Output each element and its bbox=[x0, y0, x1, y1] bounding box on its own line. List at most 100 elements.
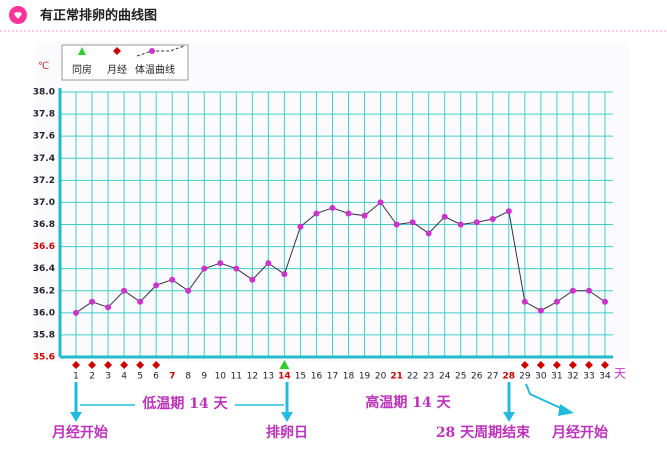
menses-marker bbox=[136, 361, 145, 369]
temperature-point bbox=[281, 271, 288, 278]
x-tick-label: 18 bbox=[343, 372, 355, 382]
temperature-point bbox=[553, 298, 560, 305]
temperature-point bbox=[105, 304, 112, 311]
x-tick-label: 5 bbox=[137, 372, 143, 382]
x-tick-label: 33 bbox=[583, 372, 594, 382]
x-tick-label: 6 bbox=[153, 372, 159, 382]
menses-marker bbox=[552, 361, 561, 369]
menses-marker bbox=[584, 361, 593, 369]
y-unit: ℃ bbox=[38, 61, 49, 72]
temperature-point bbox=[217, 260, 224, 267]
x-tick-label: 27 bbox=[487, 372, 498, 382]
temperature-point bbox=[425, 230, 432, 237]
temperature-point bbox=[233, 265, 240, 272]
temperature-point bbox=[377, 199, 384, 206]
annotation: 排卵日 bbox=[266, 424, 308, 441]
header-icon-heart bbox=[14, 11, 22, 19]
arrow-head bbox=[70, 412, 82, 422]
temperature-point bbox=[345, 210, 352, 217]
x-tick-label: 14 bbox=[278, 372, 291, 382]
x-unit: 天 bbox=[614, 367, 626, 381]
y-tick-label: 36.8 bbox=[33, 220, 55, 230]
x-tick-label: 17 bbox=[327, 372, 338, 382]
y-tick-label: 37.2 bbox=[33, 176, 55, 186]
arrow-head bbox=[281, 412, 293, 422]
header-bar bbox=[0, 0, 667, 30]
temperature-point bbox=[585, 287, 592, 294]
temperature-point bbox=[537, 307, 544, 314]
y-tick-label: 36.4 bbox=[33, 264, 55, 274]
menses-marker bbox=[600, 361, 609, 369]
annotation: 月经开始 bbox=[551, 424, 608, 441]
temperature-point bbox=[329, 204, 336, 211]
x-tick-label: 24 bbox=[439, 372, 451, 382]
temperature-point bbox=[249, 276, 256, 283]
x-tick-label: 10 bbox=[215, 372, 227, 382]
temperature-point bbox=[473, 219, 480, 226]
x-tick-label: 30 bbox=[535, 372, 547, 382]
x-tick-label: 25 bbox=[455, 372, 466, 382]
temperature-point bbox=[121, 287, 128, 294]
annotation: 高温期 14 天 bbox=[365, 394, 451, 411]
x-tick-label: 21 bbox=[390, 372, 403, 382]
x-tick-label: 16 bbox=[311, 372, 323, 382]
temperature-point bbox=[89, 298, 96, 305]
y-tick-label: 38.0 bbox=[33, 88, 55, 98]
temperature-point bbox=[457, 221, 464, 228]
x-tick-label: 12 bbox=[247, 372, 258, 382]
x-tick-label: 9 bbox=[201, 372, 207, 382]
y-tick-label: 36.2 bbox=[33, 286, 55, 296]
x-tick-label: 26 bbox=[471, 372, 483, 382]
x-tick-label: 13 bbox=[263, 372, 274, 382]
y-tick-label: 37.8 bbox=[33, 110, 55, 120]
temperature-point bbox=[137, 298, 144, 305]
y-tick-label: 37.0 bbox=[33, 198, 55, 208]
menses-marker bbox=[72, 361, 81, 369]
y-tick-label: 37.4 bbox=[33, 154, 55, 164]
y-tick-label: 36.6 bbox=[33, 242, 55, 252]
menses-marker bbox=[520, 361, 529, 369]
temperature-point bbox=[265, 260, 272, 267]
annotation: 低温期 14 天 bbox=[141, 395, 228, 412]
temperature-point bbox=[441, 213, 448, 220]
temperature-point bbox=[569, 287, 576, 294]
x-tick-label: 3 bbox=[105, 372, 111, 382]
legend-label: 月经 bbox=[107, 63, 127, 76]
arrow-head bbox=[558, 404, 574, 416]
x-tick-label: 29 bbox=[519, 372, 531, 382]
temperature-point bbox=[521, 298, 528, 305]
y-tick-label: 36.0 bbox=[33, 308, 55, 318]
x-tick-label: 32 bbox=[567, 372, 578, 382]
x-tick-label: 20 bbox=[375, 372, 387, 382]
temperature-point bbox=[601, 298, 608, 305]
x-tick-label: 28 bbox=[503, 372, 516, 382]
legend-line-symbol bbox=[136, 45, 185, 57]
menses-marker bbox=[152, 361, 161, 369]
temperature-point bbox=[201, 265, 208, 272]
temperature-point bbox=[409, 219, 416, 226]
temperature-point bbox=[73, 309, 80, 316]
x-tick-label: 15 bbox=[295, 372, 306, 382]
temperature-point bbox=[505, 208, 512, 215]
x-tick-label: 7 bbox=[169, 372, 175, 382]
x-tick-label: 22 bbox=[407, 372, 418, 382]
temperature-line bbox=[75, 201, 606, 314]
x-tick-label: 2 bbox=[89, 372, 95, 382]
legend-intercourse-symbol bbox=[78, 47, 86, 55]
legend-line-dot bbox=[149, 48, 155, 54]
temperature-point bbox=[297, 223, 304, 230]
y-tick-label: 35.6 bbox=[33, 353, 55, 363]
x-tick-label: 19 bbox=[359, 372, 371, 382]
legend-label: 同房 bbox=[72, 63, 92, 76]
temperature-point bbox=[313, 210, 320, 217]
annotation: 月经开始 bbox=[51, 424, 108, 441]
x-tick-label: 4 bbox=[121, 372, 127, 382]
header-title: 有正常排卵的曲线图 bbox=[40, 8, 157, 24]
x-tick-label: 23 bbox=[423, 372, 434, 382]
legend-label: 体温曲线 bbox=[135, 63, 175, 76]
x-tick-label: 11 bbox=[231, 372, 242, 382]
arrow-head bbox=[503, 412, 515, 422]
menses-marker bbox=[88, 361, 97, 369]
x-tick-label: 31 bbox=[551, 372, 562, 382]
